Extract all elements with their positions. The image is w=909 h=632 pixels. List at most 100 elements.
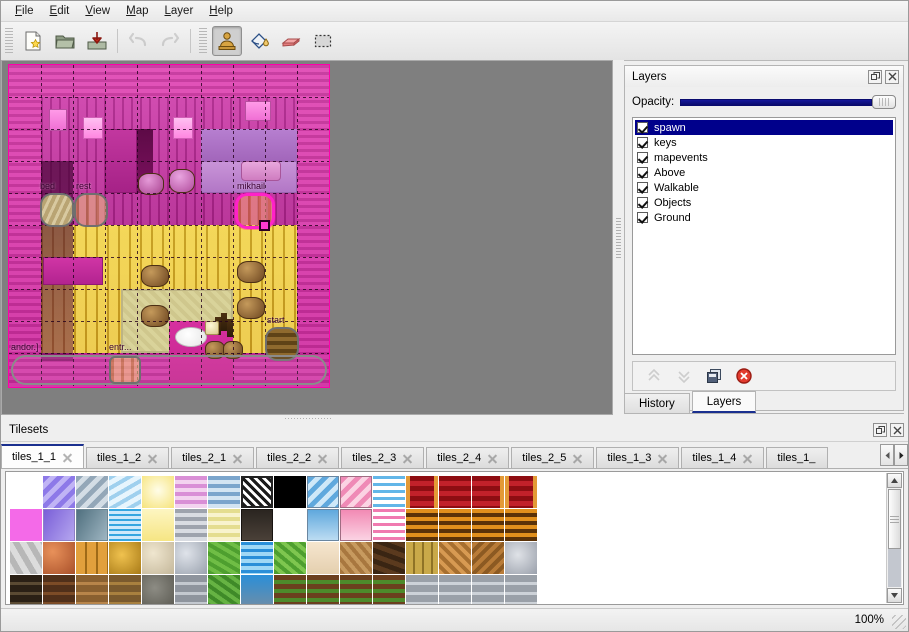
chevron-left-icon[interactable] <box>880 444 894 466</box>
scroll-down-icon[interactable] <box>887 588 902 603</box>
toolbar-grip[interactable] <box>5 28 13 54</box>
tile[interactable] <box>241 476 273 508</box>
tileset-tab-tiles_1_4[interactable]: tiles_1_4 <box>681 447 765 468</box>
tile[interactable] <box>109 542 141 574</box>
tile[interactable] <box>406 509 438 541</box>
scroll-up-icon[interactable] <box>887 473 902 488</box>
tileset-tab-tiles_1_1[interactable]: tiles_1_1 <box>1 444 85 468</box>
tileset-tab-tiles_2_4[interactable]: tiles_2_4 <box>426 447 510 468</box>
scrollbar-track[interactable] <box>888 549 901 587</box>
tile[interactable] <box>109 575 141 604</box>
tile[interactable] <box>208 542 240 574</box>
raise-layer-icon[interactable] <box>641 364 667 388</box>
menu-layer[interactable]: Layer <box>164 5 194 17</box>
menu-view[interactable]: View <box>85 5 111 17</box>
stamp-brush-tool[interactable] <box>212 26 242 56</box>
tile[interactable] <box>208 509 240 541</box>
tile[interactable] <box>142 509 174 541</box>
tile[interactable] <box>10 575 42 604</box>
close-icon[interactable] <box>890 423 904 437</box>
close-icon[interactable] <box>402 453 413 464</box>
map-object-bottom-door[interactable] <box>109 356 141 384</box>
tab-history[interactable]: History <box>624 393 690 413</box>
menu-map[interactable]: Map <box>126 5 149 17</box>
bucket-fill-tool[interactable] <box>244 26 274 56</box>
undo-button[interactable] <box>123 26 153 56</box>
lower-layer-icon[interactable] <box>671 364 697 388</box>
layer-row-mapevents[interactable]: mapevents <box>635 150 893 165</box>
tile[interactable] <box>241 542 273 574</box>
tileset-tab-tiles_1_5[interactable]: tiles_1_ <box>766 447 829 468</box>
tile[interactable] <box>76 575 108 604</box>
close-icon[interactable] <box>572 453 583 464</box>
tileset-tab-tiles_2_2[interactable]: tiles_2_2 <box>256 447 340 468</box>
close-icon[interactable] <box>62 452 73 463</box>
tools-grip[interactable] <box>199 28 207 54</box>
layer-list[interactable]: spawn keys mapevents Above Walkable <box>632 117 896 355</box>
tileset-tab-tiles_2_5[interactable]: tiles_2_5 <box>511 447 595 468</box>
tile[interactable] <box>43 509 75 541</box>
map-object-bottom-region[interactable] <box>11 355 327 385</box>
tile[interactable] <box>340 476 372 508</box>
map-object-bed[interactable] <box>40 193 74 227</box>
eraser-tool[interactable] <box>276 26 306 56</box>
tile[interactable] <box>340 575 372 604</box>
menu-help[interactable]: Help <box>209 5 233 17</box>
resize-grip[interactable] <box>892 615 906 629</box>
tileset-tab-tiles_1_3[interactable]: tiles_1_3 <box>596 447 680 468</box>
tile[interactable] <box>373 575 405 604</box>
delete-layer-icon[interactable] <box>731 364 757 388</box>
close-icon[interactable] <box>742 453 753 464</box>
tile[interactable] <box>43 575 75 604</box>
tile[interactable] <box>340 509 372 541</box>
scrollbar-thumb[interactable] <box>888 489 901 549</box>
tile[interactable] <box>439 542 471 574</box>
tile[interactable] <box>472 542 504 574</box>
layer-row-ground[interactable]: Ground <box>635 210 893 225</box>
rectangular-select-tool[interactable] <box>308 26 338 56</box>
close-icon[interactable] <box>487 453 498 464</box>
tile[interactable] <box>439 509 471 541</box>
tile[interactable] <box>10 509 42 541</box>
tile[interactable] <box>274 542 306 574</box>
layer-row-above[interactable]: Above <box>635 165 893 180</box>
tile[interactable] <box>175 476 207 508</box>
tile[interactable] <box>10 476 42 508</box>
layer-visibility-checkbox[interactable] <box>637 212 648 223</box>
float-icon[interactable] <box>873 423 887 437</box>
tile[interactable] <box>274 476 306 508</box>
tile[interactable] <box>241 509 273 541</box>
layer-row-spawn[interactable]: spawn <box>635 120 893 135</box>
opacity-slider[interactable] <box>680 95 896 109</box>
tile[interactable] <box>175 509 207 541</box>
close-icon[interactable] <box>657 453 668 464</box>
tile[interactable] <box>274 509 306 541</box>
layer-row-walkable[interactable]: Walkable <box>635 180 893 195</box>
tile[interactable] <box>142 476 174 508</box>
tile[interactable] <box>175 575 207 604</box>
redo-button[interactable] <box>155 26 185 56</box>
close-icon[interactable] <box>232 453 243 464</box>
tile[interactable] <box>472 575 504 604</box>
tile[interactable] <box>43 542 75 574</box>
map-canvas[interactable]: bed rest mikhail andor.] entr... start <box>1 60 613 415</box>
tile[interactable] <box>472 509 504 541</box>
tile[interactable] <box>208 575 240 604</box>
tile[interactable] <box>307 542 339 574</box>
close-icon[interactable] <box>147 453 158 464</box>
layer-visibility-checkbox[interactable] <box>637 197 648 208</box>
layer-visibility-checkbox[interactable] <box>637 137 648 148</box>
menu-edit[interactable]: Edit <box>49 5 70 17</box>
layer-visibility-checkbox[interactable] <box>637 182 648 193</box>
tileset-tab-tiles_1_2[interactable]: tiles_1_2 <box>86 447 170 468</box>
tile[interactable] <box>406 575 438 604</box>
tile[interactable] <box>505 509 537 541</box>
tile[interactable] <box>175 542 207 574</box>
tile[interactable] <box>439 476 471 508</box>
tile[interactable] <box>307 509 339 541</box>
tile[interactable] <box>340 542 372 574</box>
duplicate-layer-icon[interactable] <box>701 364 727 388</box>
tileset-tab-tiles_2_1[interactable]: tiles_2_1 <box>171 447 255 468</box>
layer-visibility-checkbox[interactable] <box>637 152 648 163</box>
tile[interactable] <box>109 476 141 508</box>
